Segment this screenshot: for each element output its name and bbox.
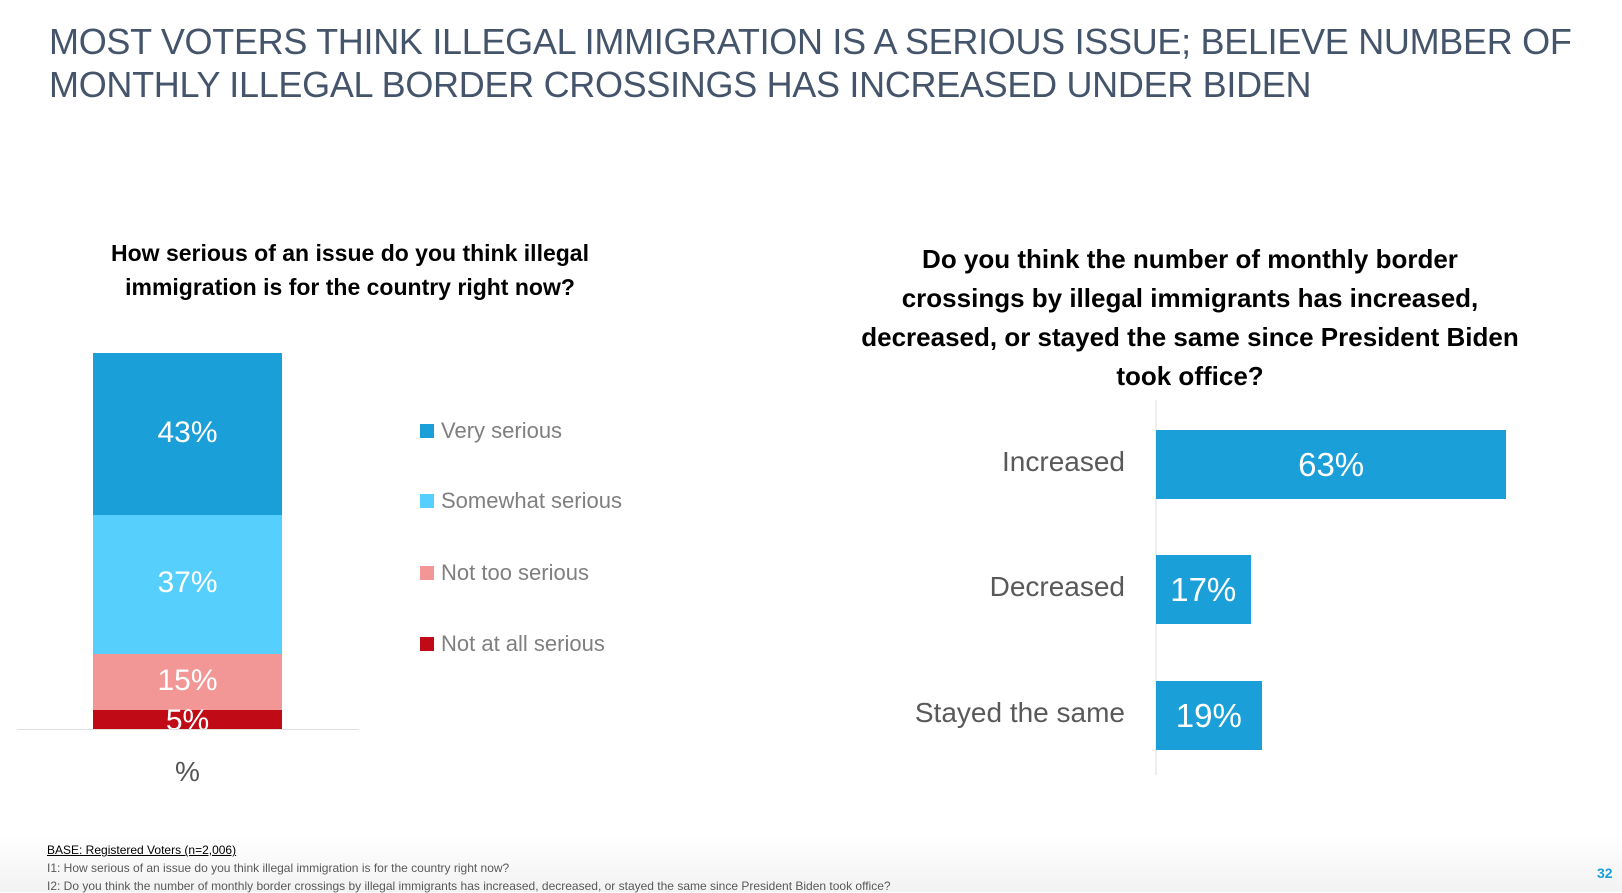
footer-band bbox=[0, 835, 1622, 892]
legend-swatch bbox=[420, 494, 434, 508]
bar-decreased: 17% bbox=[1156, 555, 1251, 624]
bar-increased: 63% bbox=[1156, 430, 1507, 499]
chart1-baseline bbox=[17, 729, 359, 730]
category-label: Stayed the same bbox=[914, 697, 1125, 728]
footer-note-i1: I1: How serious of an issue do you think… bbox=[47, 861, 510, 875]
bar-segment-very-serious bbox=[93, 353, 282, 515]
footer-base: BASE: Registered Voters (n=2,006) bbox=[47, 843, 237, 857]
page-number: 32 bbox=[1597, 865, 1613, 881]
footer-note-i2: I2: Do you think the number of monthly b… bbox=[47, 879, 891, 893]
bar-stayed-the-same: 19% bbox=[1156, 681, 1262, 750]
chart1-category-label: % bbox=[175, 756, 200, 787]
legend-item: Very serious bbox=[420, 418, 562, 444]
legend-item: Not at all serious bbox=[420, 631, 605, 657]
legend-item: Not too serious bbox=[420, 560, 589, 586]
chart1-question: How serious of an issue do you think ill… bbox=[111, 240, 589, 300]
bar-segment-somewhat-serious bbox=[93, 514, 282, 654]
legend-item: Somewhat serious bbox=[420, 488, 622, 514]
chart2-question: Do you think the number of monthly borde… bbox=[861, 244, 1519, 391]
legend-label: Very serious bbox=[441, 418, 563, 443]
legend-swatch bbox=[420, 566, 434, 580]
category-label: Decreased bbox=[989, 571, 1125, 602]
data-label: 37% bbox=[157, 566, 218, 600]
legend-label: Not too serious bbox=[441, 560, 589, 585]
legend-label: Not at all serious bbox=[441, 631, 605, 656]
legend-swatch bbox=[420, 637, 434, 651]
data-label: 43% bbox=[157, 415, 218, 449]
legend-label: Somewhat serious bbox=[441, 488, 622, 513]
data-label: 15% bbox=[157, 664, 218, 697]
slide-title: MOST VOTERS THINK ILLEGAL IMMIGRATION IS… bbox=[49, 21, 1572, 105]
data-label: 5% bbox=[165, 704, 210, 729]
category-label: Increased bbox=[1002, 446, 1125, 477]
bar-segment-not-at-all-serious bbox=[93, 710, 282, 729]
bar-segment-not-too-serious bbox=[93, 653, 282, 711]
legend-swatch bbox=[420, 424, 434, 438]
